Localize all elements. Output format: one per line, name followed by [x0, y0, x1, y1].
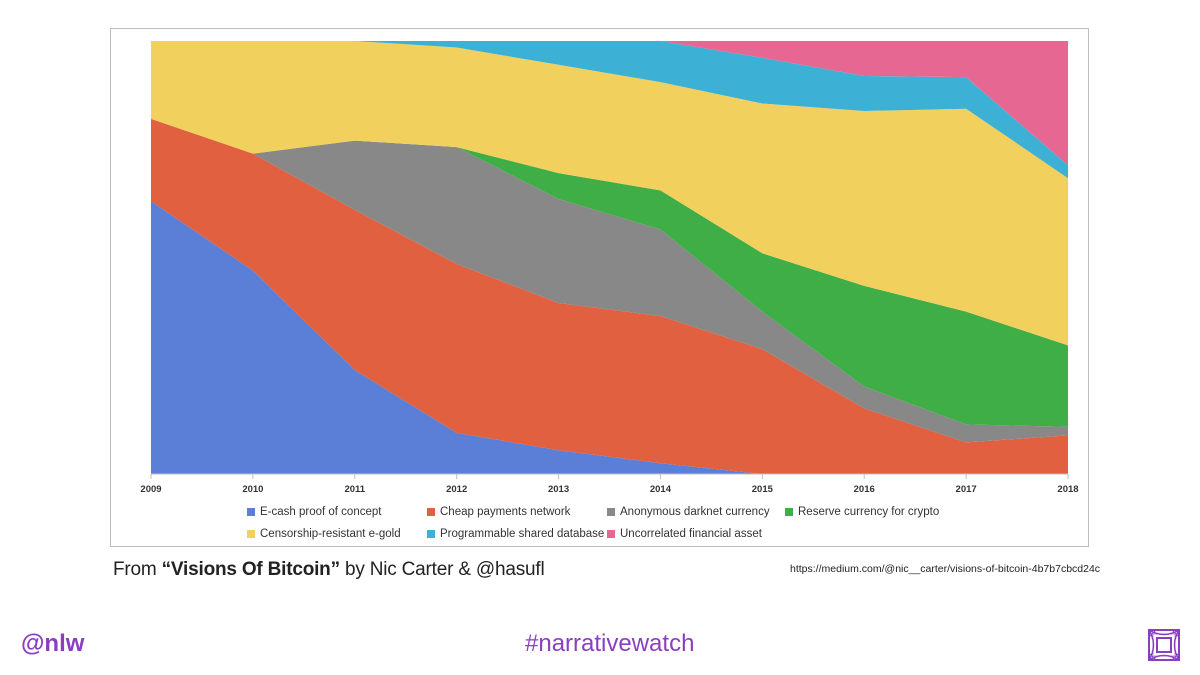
legend-swatch: [427, 530, 435, 538]
legend-label: E-cash proof of concept: [260, 506, 382, 518]
x-tick-label: 2017: [956, 484, 977, 495]
x-tick-label: 2016: [854, 484, 875, 495]
legend-swatch: [427, 508, 435, 516]
legend-label: Uncorrelated financial asset: [620, 528, 762, 540]
legend-swatch: [785, 508, 793, 516]
caption-suffix: by Nic Carter & @hasufl: [339, 559, 545, 580]
caption-title: “Visions Of Bitcoin”: [161, 559, 340, 580]
hashtag[interactable]: #narrativewatch: [525, 630, 695, 657]
x-tick-label: 2018: [1057, 484, 1078, 495]
caption-prefix: From: [113, 559, 162, 580]
legend-label: Reserve currency for crypto: [798, 506, 940, 518]
legend-swatch: [607, 530, 615, 538]
legend-item: Censorship-resistant e-gold: [247, 528, 427, 540]
legend-label: Programmable shared database: [440, 528, 605, 540]
square-spiral-logo-icon: [1146, 627, 1182, 668]
legend-item: Uncorrelated financial asset: [607, 528, 785, 540]
legend-item: E-cash proof of concept: [247, 506, 427, 518]
x-tick-label: 2012: [446, 484, 467, 495]
legend-row-1: E-cash proof of concept Cheap payments n…: [247, 501, 1067, 523]
area-series-anonymous-darknet-currency: [151, 118, 1068, 443]
area-series-uncorrelated-financial-asset: [151, 41, 1068, 166]
legend-label: Cheap payments network: [440, 506, 571, 518]
chart-frame: 2009 2010 2011 2012 2013 2014 2015 2016 2017 2018…: [110, 28, 1089, 547]
legend-swatch: [247, 530, 255, 538]
chart-legend: E-cash proof of concept Cheap payments n…: [247, 501, 1067, 545]
legend-row-2: Censorship-resistant e-gold Programmable…: [247, 523, 1067, 545]
x-tick-label: 2014: [650, 484, 672, 495]
area-series-reserve-currency-for-crypto: [151, 118, 1068, 427]
x-tick-label: 2010: [242, 484, 263, 495]
x-tick-label: 2009: [140, 484, 161, 495]
area-series-e-cash-proof-of-concept: [151, 201, 1068, 474]
chart-caption: From “Visions Of Bitcoin” by Nic Carter …: [113, 559, 545, 581]
author-handle[interactable]: @nlw: [21, 630, 85, 657]
chart-areas: [151, 41, 1068, 475]
x-tick-label: 2013: [548, 484, 569, 495]
chart-x-tick-labels: 2009 2010 2011 2012 2013 2014 2015 2016 2017 2018: [140, 484, 1078, 495]
chart-x-axis: [150, 473, 1069, 479]
legend-swatch: [247, 508, 255, 516]
legend-item: Programmable shared database: [427, 528, 607, 540]
area-series-censorship-resistant-e-gold: [151, 41, 1068, 346]
source-link[interactable]: https://medium.com/@nic__carter/visions-…: [790, 563, 1101, 575]
legend-item: Anonymous darknet currency: [607, 506, 785, 518]
legend-item: Cheap payments network: [427, 506, 607, 518]
legend-label: Censorship-resistant e-gold: [260, 528, 401, 540]
x-tick-label: 2011: [344, 484, 365, 495]
legend-item: Reserve currency for crypto: [785, 506, 985, 518]
area-series-programmable-shared-database: [151, 41, 1068, 179]
legend-swatch: [607, 508, 615, 516]
x-tick-label: 2015: [752, 484, 774, 495]
area-series-cheap-payments-network: [151, 118, 1068, 475]
chart-svg: 2009 2010 2011 2012 2013 2014 2015 2016 2017 2018: [140, 41, 1079, 495]
legend-label: Anonymous darknet currency: [620, 506, 770, 518]
